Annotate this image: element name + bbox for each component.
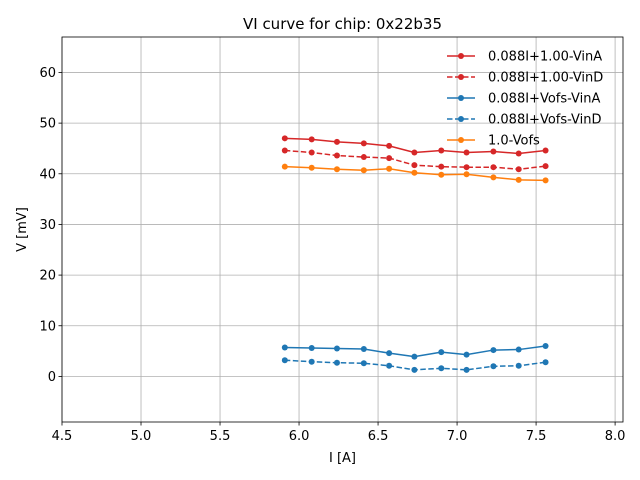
data-point (411, 366, 418, 373)
data-point (463, 164, 470, 171)
data-point (411, 149, 418, 156)
data-point (308, 358, 315, 365)
data-point (515, 346, 522, 353)
legend-label: 0.088I+1.00-VinD (488, 71, 603, 86)
data-point (463, 366, 470, 373)
data-point (515, 166, 522, 173)
x-tick-label: 6.0 (289, 429, 310, 444)
y-tick-label: 0 (48, 370, 56, 385)
data-point (542, 147, 549, 154)
data-point (281, 344, 288, 351)
data-point (515, 362, 522, 369)
legend-marker (458, 137, 464, 143)
y-tick-label: 20 (39, 269, 56, 284)
data-point (438, 163, 445, 170)
data-point (411, 353, 418, 360)
x-axis: 4.5 5.0 5.5 6.0 6.5 7.0 7.5 8.0 (52, 422, 626, 444)
legend-label: 0.088I+1.00-VinA (488, 50, 602, 65)
legend-marker (458, 95, 464, 101)
data-point (360, 154, 367, 161)
plot-area (62, 37, 623, 422)
legend-marker (458, 116, 464, 122)
x-tick-label: 4.5 (52, 429, 73, 444)
data-point (386, 362, 393, 369)
legend-marker (458, 53, 464, 59)
data-point (411, 169, 418, 176)
data-point (490, 347, 497, 354)
data-point (490, 363, 497, 370)
x-tick-label: 7.5 (526, 429, 547, 444)
y-tick-label: 40 (39, 167, 56, 182)
grid-lines (61, 37, 623, 422)
data-point (386, 165, 393, 172)
x-tick-label: 5.0 (131, 429, 152, 444)
data-point (490, 174, 497, 181)
y-axis: 0 10 20 30 40 50 60 (39, 66, 62, 385)
data-point (411, 162, 418, 169)
data-point (542, 177, 549, 184)
series-layer (281, 135, 549, 373)
data-point (515, 176, 522, 183)
data-point (438, 147, 445, 154)
data-point (438, 365, 445, 372)
y-axis-label: V [mV] (15, 207, 30, 252)
x-tick-label: 6.5 (368, 429, 389, 444)
data-point (333, 345, 340, 352)
data-point (333, 166, 340, 173)
data-point (360, 360, 367, 367)
data-point (308, 136, 315, 143)
data-point (542, 163, 549, 170)
legend-label: 0.088I+Vofs-VinD (488, 113, 602, 128)
data-point (281, 135, 288, 142)
x-axis-label: I [A] (329, 451, 356, 466)
data-point (490, 148, 497, 155)
y-tick-label: 30 (39, 218, 56, 233)
legend: 0.088I+1.00-VinA 0.088I+1.00-VinD 0.088I+V… (447, 50, 603, 149)
chart-title: VI curve for chip: 0x22b35 (243, 15, 442, 33)
x-tick-label: 8.0 (605, 429, 626, 444)
data-point (386, 155, 393, 162)
x-tick-label: 7.0 (447, 429, 468, 444)
legend-marker (458, 74, 464, 80)
data-point (333, 138, 340, 145)
data-point (386, 142, 393, 149)
data-point (308, 345, 315, 352)
data-point (463, 171, 470, 178)
data-point (463, 351, 470, 358)
data-point (438, 349, 445, 356)
data-point (490, 164, 497, 171)
data-point (360, 140, 367, 147)
data-point (308, 149, 315, 156)
plot-frame (61, 36, 624, 423)
y-tick-label: 50 (39, 117, 56, 132)
legend-label: 1.0-Vofs (488, 134, 540, 149)
data-point (281, 357, 288, 364)
data-point (515, 150, 522, 157)
data-point (333, 359, 340, 366)
data-point (463, 149, 470, 156)
x-tick-label: 5.5 (210, 429, 231, 444)
data-point (360, 346, 367, 353)
data-point (308, 164, 315, 171)
data-point (542, 343, 549, 350)
y-tick-label: 60 (39, 66, 56, 81)
data-point (542, 359, 549, 366)
data-point (281, 163, 288, 170)
legend-label: 0.088I+Vofs-VinA (488, 92, 601, 107)
y-tick-label: 10 (39, 319, 56, 334)
data-point (360, 167, 367, 174)
data-point (333, 152, 340, 159)
data-point (386, 350, 393, 357)
data-point (281, 147, 288, 154)
data-point (438, 171, 445, 178)
